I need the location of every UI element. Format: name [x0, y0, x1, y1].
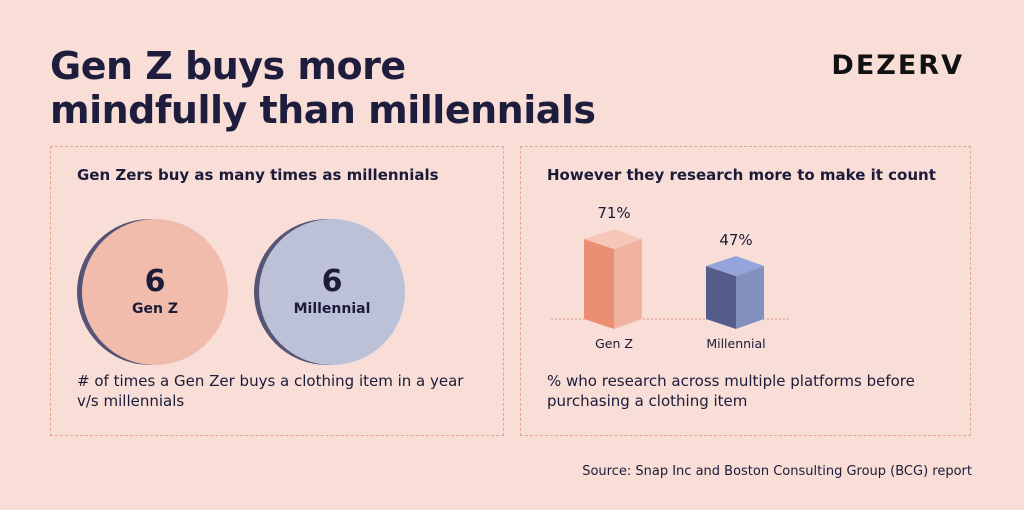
millennial-value-label: 47%: [719, 231, 752, 249]
purchase-frequency-panel: Gen Zers buy as many times as millennial…: [50, 146, 504, 436]
page-title: Gen Z buys more mindfully than millennia…: [50, 44, 596, 132]
research-title: However they research more to make it co…: [547, 166, 936, 184]
gen-z-value-label: 71%: [597, 204, 630, 222]
brand-logo: DEZERV: [831, 50, 964, 81]
genz-bubble-label: Gen Z: [132, 301, 178, 317]
millennial-bar-front: [706, 266, 736, 329]
millennial-bar-top: [706, 256, 764, 277]
genz-bubble-circle: 6 Gen Z: [82, 219, 228, 365]
source-note: Source: Snap Inc and Boston Consulting G…: [582, 464, 972, 479]
research-bar-chart: 71% Gen Z 47% Millennial: [551, 204, 789, 351]
gen-z-bar-side: [614, 239, 642, 329]
research-caption: % who research across multiple platforms…: [547, 372, 915, 410]
research-panel: However they research more to make it co…: [520, 146, 971, 436]
purchase-frequency-title: Gen Zers buy as many times as millennial…: [77, 166, 439, 184]
millennial-category-label: Millennial: [706, 336, 765, 351]
millennial-bubble-label: Millennial: [293, 301, 371, 317]
gen-z-category-label: Gen Z: [595, 336, 633, 351]
millennial-bar-side: [736, 266, 764, 329]
millennial-bubble-value: 6: [321, 264, 343, 299]
purchase-frequency-caption: # of times a Gen Zer buys a clothing ite…: [77, 372, 464, 410]
gen-z-bar-front: [584, 239, 614, 329]
genz-bubble-value: 6: [144, 264, 166, 299]
gen-z-bar-top: [584, 229, 642, 249]
millennial-bubble-circle: 6 Millennial: [259, 219, 405, 365]
